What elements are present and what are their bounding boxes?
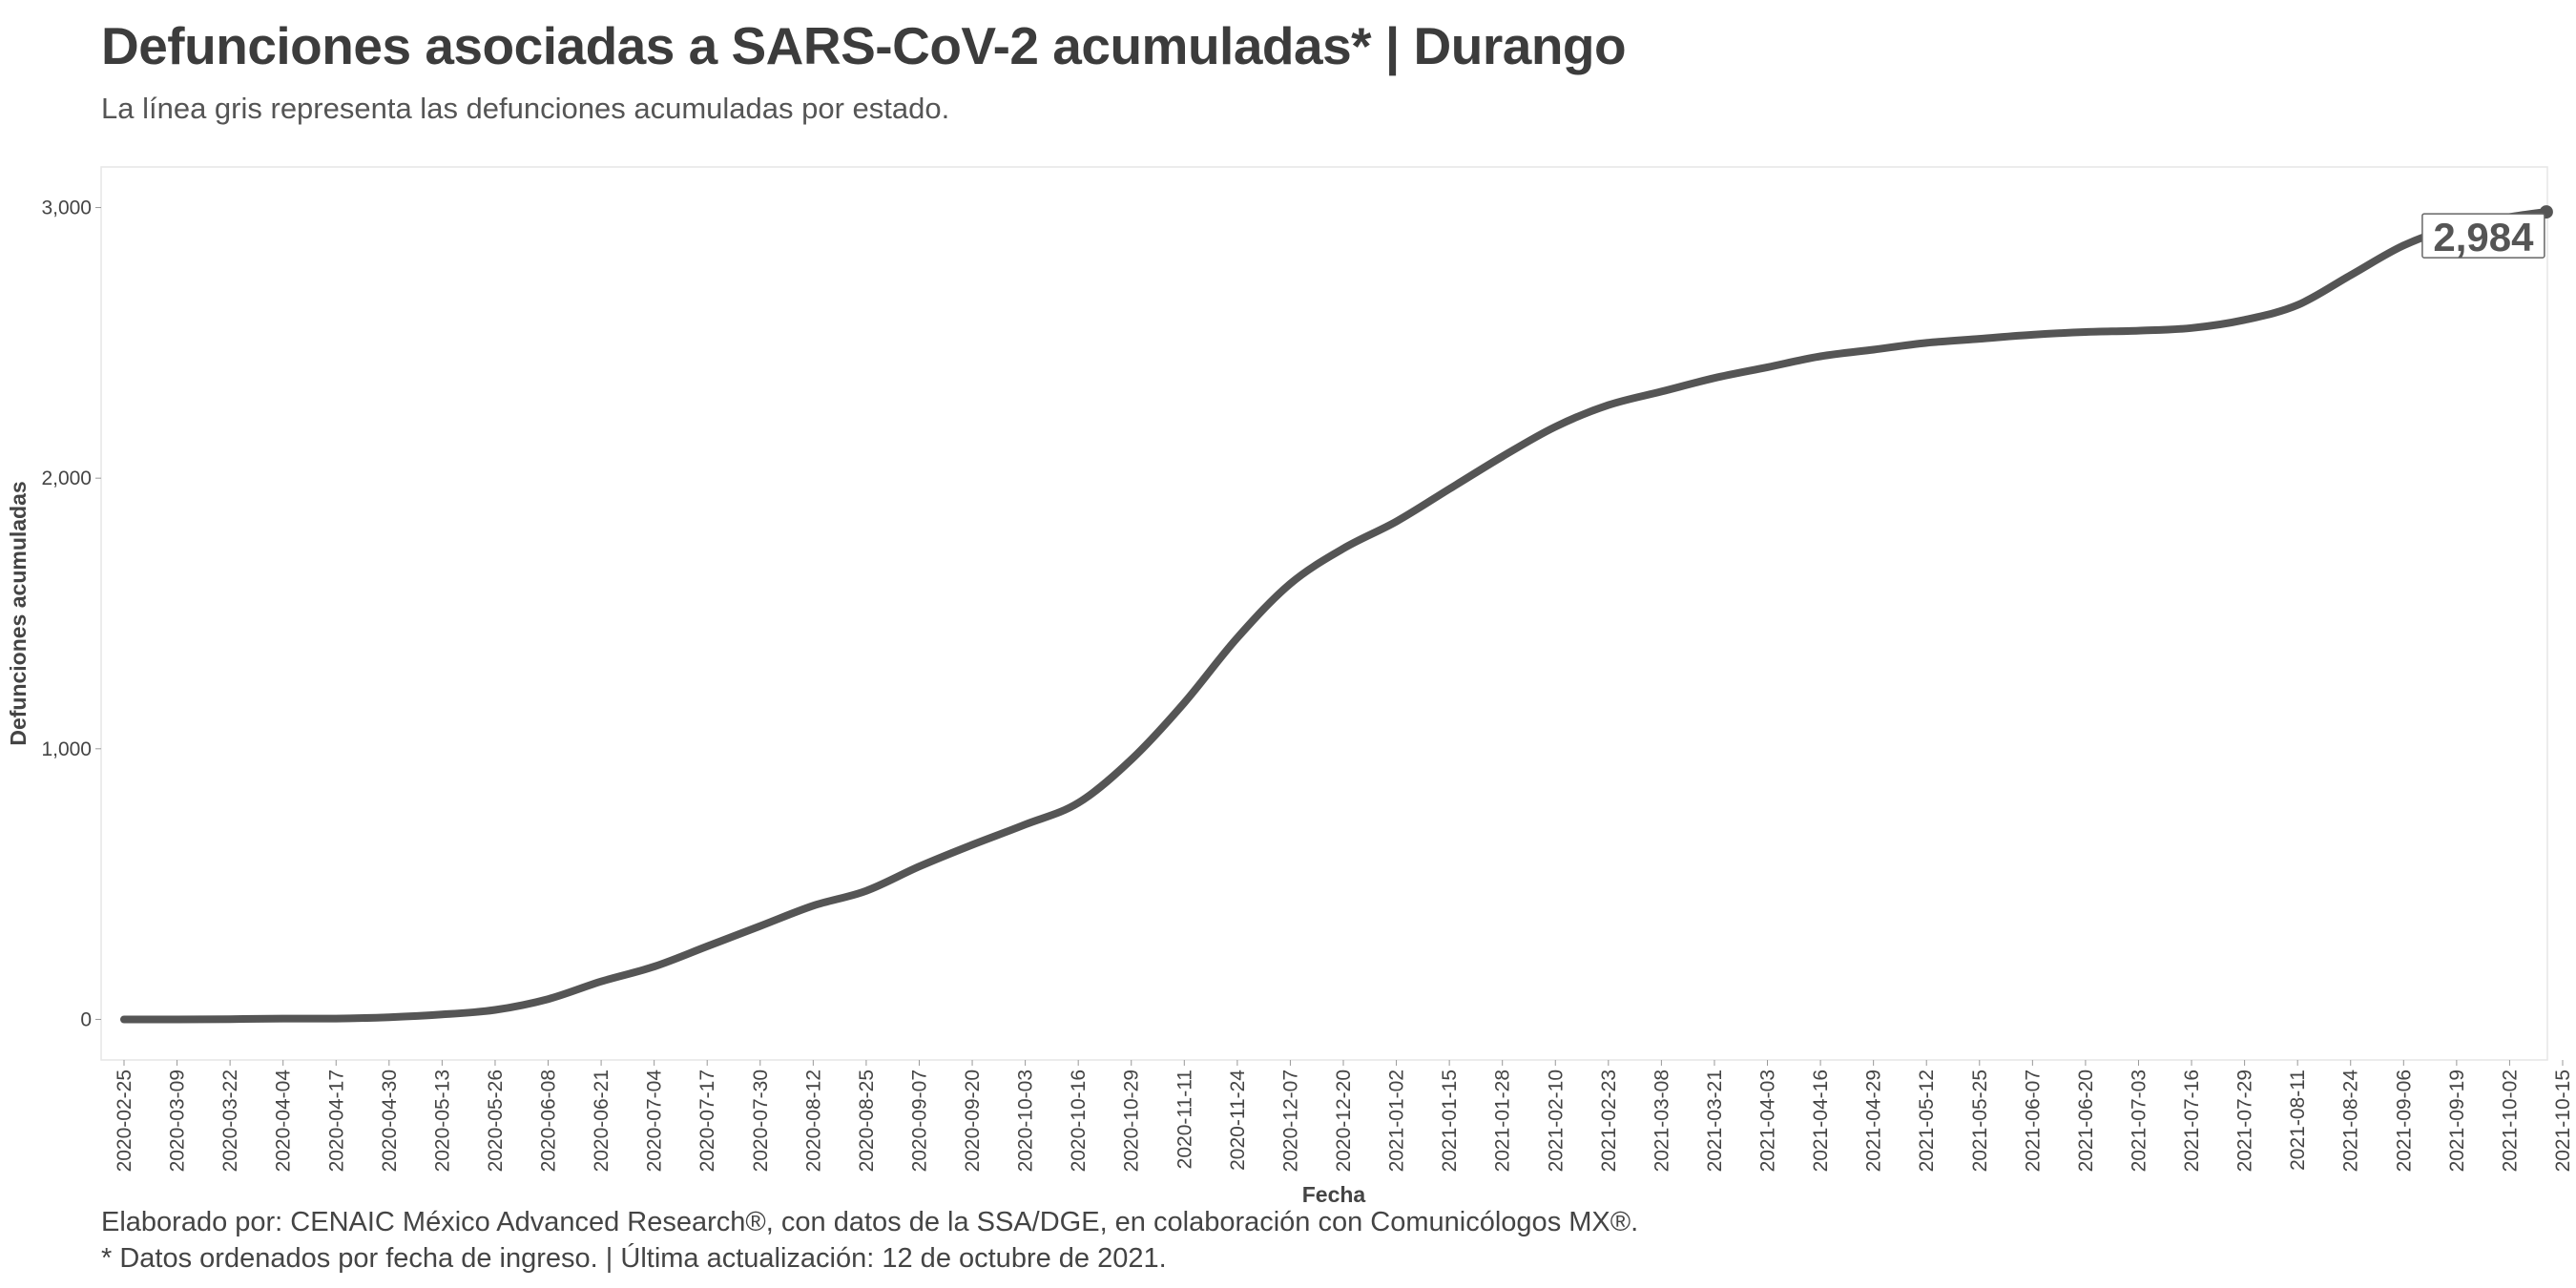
x-tick-label: 2020-03-22 [219, 1070, 241, 1172]
y-axis-title: Defunciones acumuladas [6, 481, 31, 745]
x-tick-label: 2021-01-28 [1492, 1070, 1514, 1172]
x-axis: 2020-02-25 2020-03-09 2020-03-22 2020-04-04… [114, 1060, 2574, 1172]
x-tick-label: 2020-12-20 [1333, 1070, 1355, 1172]
series-layer [120, 208, 2550, 1024]
x-tick-label: 2021-09-19 [2446, 1070, 2468, 1172]
end-label-box [2421, 213, 2545, 259]
end-label-group: 2,984 [2421, 205, 2553, 260]
x-axis-title: Fecha [1302, 1182, 1366, 1207]
chart-subtitle: La línea gris representa las defunciones… [101, 92, 950, 125]
x-tick-label: 2020-07-17 [696, 1070, 718, 1172]
x-tick-label: 2021-07-16 [2181, 1070, 2203, 1172]
x-tick-label: 2021-02-10 [1545, 1070, 1567, 1172]
x-tick-label: 2021-03-21 [1704, 1070, 1726, 1172]
x-tick-label: 2020-12-07 [1279, 1070, 1301, 1172]
x-tick-label: 2021-10-02 [2499, 1070, 2521, 1172]
x-tick-label: 2021-04-29 [1863, 1070, 1885, 1172]
x-tick-label: 2020-11-11 [1174, 1070, 1195, 1169]
x-tick-label: 2020-04-17 [325, 1070, 347, 1172]
x-tick-label: 2020-08-25 [856, 1070, 878, 1172]
x-tick-label: 2021-03-08 [1651, 1070, 1672, 1172]
x-tick-label: 2021-07-29 [2234, 1070, 2256, 1172]
series-line [120, 208, 2550, 1024]
x-tick-label: 2021-04-16 [1810, 1070, 1832, 1172]
y-tick-label: 0 [80, 1008, 92, 1030]
x-tick-label: 2020-06-21 [591, 1070, 613, 1172]
x-tick-label: 2020-03-09 [167, 1070, 189, 1172]
x-tick-label: 2020-09-20 [962, 1070, 984, 1172]
x-tick-label: 2021-05-12 [1916, 1070, 1938, 1172]
source-caption: Elaborado por: CENAIC México Advanced Re… [101, 1207, 1639, 1237]
y-tick-label: 2,000 [41, 467, 92, 489]
x-tick-label: 2021-02-23 [1598, 1070, 1620, 1172]
x-tick-label: 2020-10-03 [1015, 1070, 1037, 1172]
x-tick-label: 2021-04-03 [1757, 1070, 1779, 1172]
y-tick-label: 1,000 [41, 738, 92, 760]
x-tick-label: 2021-08-24 [2340, 1070, 2362, 1173]
x-tick-label: 2021-05-25 [1969, 1070, 1991, 1172]
x-tick-label: 2021-01-02 [1386, 1070, 1408, 1172]
x-tick-label: 2020-09-07 [908, 1070, 930, 1172]
x-tick-label: 2020-05-26 [485, 1070, 507, 1172]
plot-area [100, 166, 2548, 1061]
x-tick-label: 2021-10-15 [2552, 1070, 2574, 1172]
x-tick-label: 2020-07-04 [644, 1070, 666, 1173]
chart-title: Defunciones asociadas a SARS-CoV-2 acumu… [101, 16, 1627, 75]
x-tick-label: 2021-06-20 [2075, 1070, 2097, 1172]
x-tick-label: 2020-06-08 [538, 1070, 560, 1172]
x-tick-label: 2020-08-12 [802, 1070, 824, 1172]
x-tick-label: 2021-07-03 [2128, 1070, 2150, 1172]
x-tick-label: 2021-08-11 [2287, 1070, 2309, 1171]
x-tick-label: 2020-05-13 [431, 1070, 453, 1172]
x-tick-label: 2020-11-24 [1227, 1070, 1249, 1171]
x-tick-label: 2021-01-15 [1439, 1070, 1461, 1172]
y-axis: 0 1,000 2,000 3,000 [41, 197, 101, 1030]
end-value-label: 2,984 [2433, 215, 2534, 260]
x-tick-label: 2020-02-25 [114, 1070, 135, 1172]
x-tick-label: 2020-04-04 [273, 1070, 295, 1173]
x-tick-label: 2020-07-30 [750, 1070, 772, 1172]
note-caption: * Datos ordenados por fecha de ingreso. … [101, 1243, 1167, 1274]
x-tick-label: 2020-10-16 [1068, 1070, 1090, 1172]
x-tick-label: 2021-09-06 [2393, 1070, 2415, 1172]
x-tick-label: 2021-06-07 [2022, 1070, 2044, 1172]
y-tick-label: 3,000 [41, 197, 92, 219]
x-tick-label: 2020-04-30 [379, 1070, 401, 1172]
x-tick-label: 2020-10-29 [1121, 1070, 1143, 1172]
